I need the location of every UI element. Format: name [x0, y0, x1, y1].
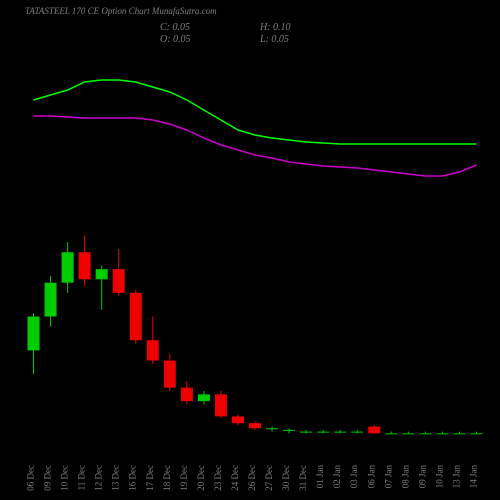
candle-body — [215, 394, 227, 416]
x-axis-label: 26 Dec — [247, 465, 257, 491]
x-axis-label: 02 Jan — [332, 465, 342, 489]
x-axis-label: 20 Dec — [196, 465, 206, 491]
info-l: L: 0.05 — [259, 34, 289, 45]
candle-body — [453, 433, 465, 434]
candle-body — [419, 433, 431, 434]
candle-body — [300, 432, 312, 433]
candle-body — [79, 252, 91, 279]
x-axis-label: 12 Dec — [94, 465, 104, 491]
x-axis-label: 27 Dec — [264, 465, 274, 491]
chart-svg: TATASTEEL 170 CE Option Chart MunafaSutr… — [0, 0, 500, 500]
candle-body — [368, 427, 380, 434]
candle-body — [351, 432, 363, 433]
x-axis-label: 23 Dec — [213, 465, 223, 491]
candle-body — [249, 423, 261, 428]
x-axis-label: 13 Jan — [451, 465, 461, 489]
x-axis-label: 24 Dec — [230, 465, 240, 491]
x-axis-label: 10 Jan — [434, 465, 444, 489]
x-axis-label: 17 Dec — [145, 465, 155, 491]
candle-body — [266, 428, 278, 429]
candle-body — [45, 283, 57, 317]
info-o: O: 0.05 — [160, 34, 191, 45]
x-axis-label: 13 Dec — [111, 465, 121, 491]
candle-body — [113, 269, 125, 293]
x-axis-label: 31 Dec — [298, 465, 308, 491]
x-axis-label: 07 Jan — [383, 465, 393, 489]
info-h: H: 0.10 — [259, 22, 291, 33]
candle-body — [402, 433, 414, 434]
candle-body — [28, 317, 40, 351]
x-axis-label: 03 Jan — [349, 465, 359, 489]
chart-title: TATASTEEL 170 CE Option Chart MunafaSutr… — [25, 6, 217, 16]
info-c: C: 0.05 — [160, 22, 190, 33]
x-axis-label: 14 Jan — [468, 465, 478, 489]
candle-body — [385, 433, 397, 434]
x-axis-label: 09 Dec — [43, 465, 53, 491]
candle-body — [130, 293, 142, 340]
x-axis-label: 06 Dec — [26, 465, 36, 491]
candle-body — [147, 340, 159, 360]
x-axis-label: 10 Dec — [60, 465, 70, 491]
candle-body — [470, 433, 482, 434]
x-axis-label: 01 Jan — [315, 465, 325, 489]
candle-body — [198, 394, 210, 401]
x-axis-label: 06 Jan — [366, 465, 376, 489]
chart-container: TATASTEEL 170 CE Option Chart MunafaSutr… — [0, 0, 500, 500]
x-axis-label: 19 Dec — [179, 465, 189, 491]
x-axis-label: 09 Jan — [417, 465, 427, 489]
x-axis-label: 18 Dec — [162, 465, 172, 491]
x-axis-label: 11 Dec — [77, 465, 87, 490]
candle-body — [317, 432, 329, 433]
candle-body — [232, 416, 244, 423]
candle-body — [283, 430, 295, 431]
x-axis-label: 30 Dec — [281, 465, 291, 491]
candle-body — [62, 252, 74, 282]
x-axis-label: 08 Jan — [400, 465, 410, 489]
candle-body — [436, 433, 448, 434]
candle-body — [96, 269, 108, 279]
candle-body — [334, 432, 346, 433]
candle-body — [181, 388, 193, 402]
candle-body — [164, 361, 176, 388]
x-axis-label: 16 Dec — [128, 465, 138, 491]
